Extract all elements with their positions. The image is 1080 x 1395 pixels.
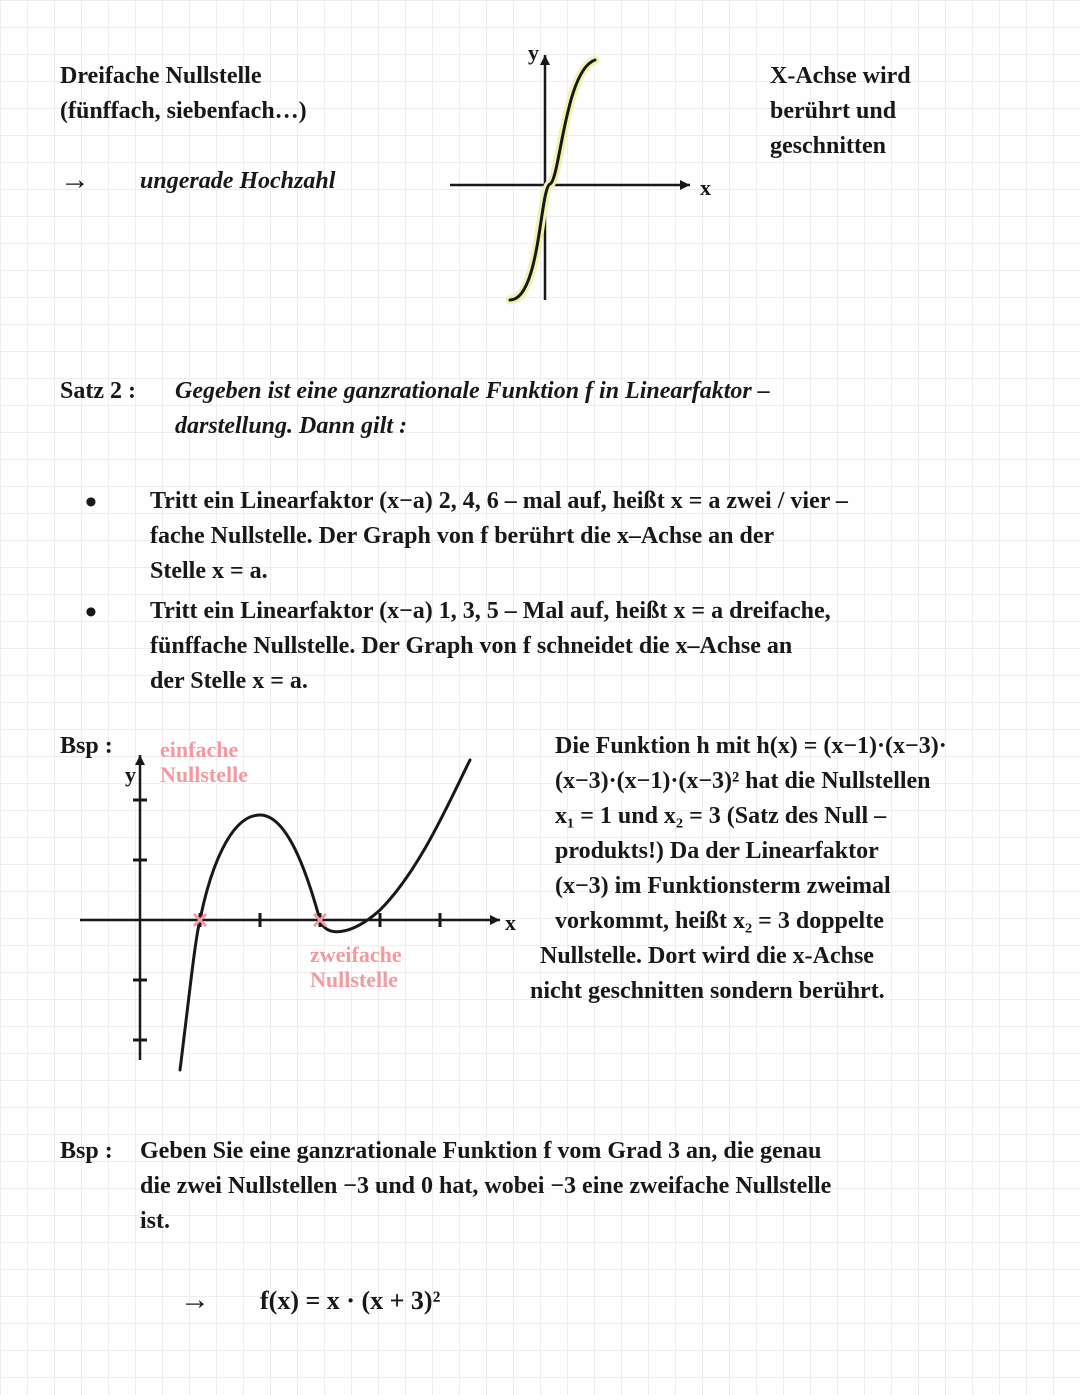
arrow-icon: →	[60, 160, 90, 201]
graph-cubic-two-roots	[70, 740, 530, 1080]
bsp2-formula: f(x) = x · (x + 3)²	[260, 1283, 440, 1318]
bsp1-para-l3: x₁ = 1 und x₂ = 3 (Satz des Null –	[555, 800, 886, 832]
axis-label-x-top: x	[700, 173, 711, 203]
bsp1-para-l2: (x−3)·(x−1)·(x−3)² hat die Nullstellen	[555, 765, 931, 797]
bsp1-para-l7: Nullstelle. Dort wird die x-Achse	[540, 940, 874, 972]
arrow-icon: →	[180, 1280, 210, 1321]
satz2-b1-l1: Tritt ein Linearfaktor (x−a) 2, 4, 6 – m…	[150, 485, 848, 517]
bsp1-para-l1: Die Funktion h mit h(x) = (x−1)·(x−3)·	[555, 730, 947, 762]
pink-label-zweifache-2: Nullstelle	[310, 965, 398, 995]
bsp1-para-l8: nicht geschnitten sondern berührt.	[530, 975, 885, 1007]
label-ungerade-hochzahl: ungerade Hochzahl	[140, 165, 335, 197]
bsp1-para-l6: vorkommt, heißt x₂ = 3 doppelte	[555, 905, 884, 937]
graph-cubic-inflection	[440, 40, 720, 310]
bsp2-l3: ist.	[140, 1205, 170, 1237]
satz2-b1-l2: fache Nullstelle. Der Graph von f berühr…	[150, 520, 774, 552]
heading-triple-root-l1: Dreifache Nullstelle	[60, 60, 262, 92]
bsp1-para-l4: produkts!) Da der Linearfaktor	[555, 835, 879, 867]
bsp2-l1: Geben Sie eine ganzrationale Funktion f …	[140, 1135, 821, 1167]
satz2-b2-l3: der Stelle x = a.	[150, 665, 308, 697]
axis-label-y-top: y	[528, 38, 539, 68]
axis-label-y-bsp1: y	[125, 760, 136, 790]
satz2-l2: darstellung. Dann gilt :	[175, 410, 407, 442]
bullet-icon: •	[85, 590, 97, 636]
bsp1-para-l5: (x−3) im Funktionsterm zweimal	[555, 870, 891, 902]
satz2-l1: Gegeben ist eine ganzrationale Funktion …	[175, 375, 770, 407]
note-x-achse-l3: geschnitten	[770, 130, 886, 162]
satz2-b2-l2: fünffache Nullstelle. Der Graph von f sc…	[150, 630, 792, 662]
satz2-b1-l3: Stelle x = a.	[150, 555, 268, 587]
note-x-achse-l2: berührt und	[770, 95, 896, 127]
pink-label-einfache-2: Nullstelle	[160, 760, 248, 790]
satz2-b2-l1: Tritt ein Linearfaktor (x−a) 1, 3, 5 – M…	[150, 595, 831, 627]
note-x-achse-l1: X-Achse wird	[770, 60, 911, 92]
satz2-label: Satz 2 :	[60, 375, 136, 407]
axis-label-x-bsp1: x	[505, 908, 516, 938]
bsp2-l2: die zwei Nullstellen −3 und 0 hat, wobei…	[140, 1170, 831, 1202]
bullet-icon: •	[85, 480, 97, 526]
bsp2-label: Bsp :	[60, 1135, 113, 1167]
heading-triple-root-l2: (fünffach, siebenfach…)	[60, 95, 307, 127]
